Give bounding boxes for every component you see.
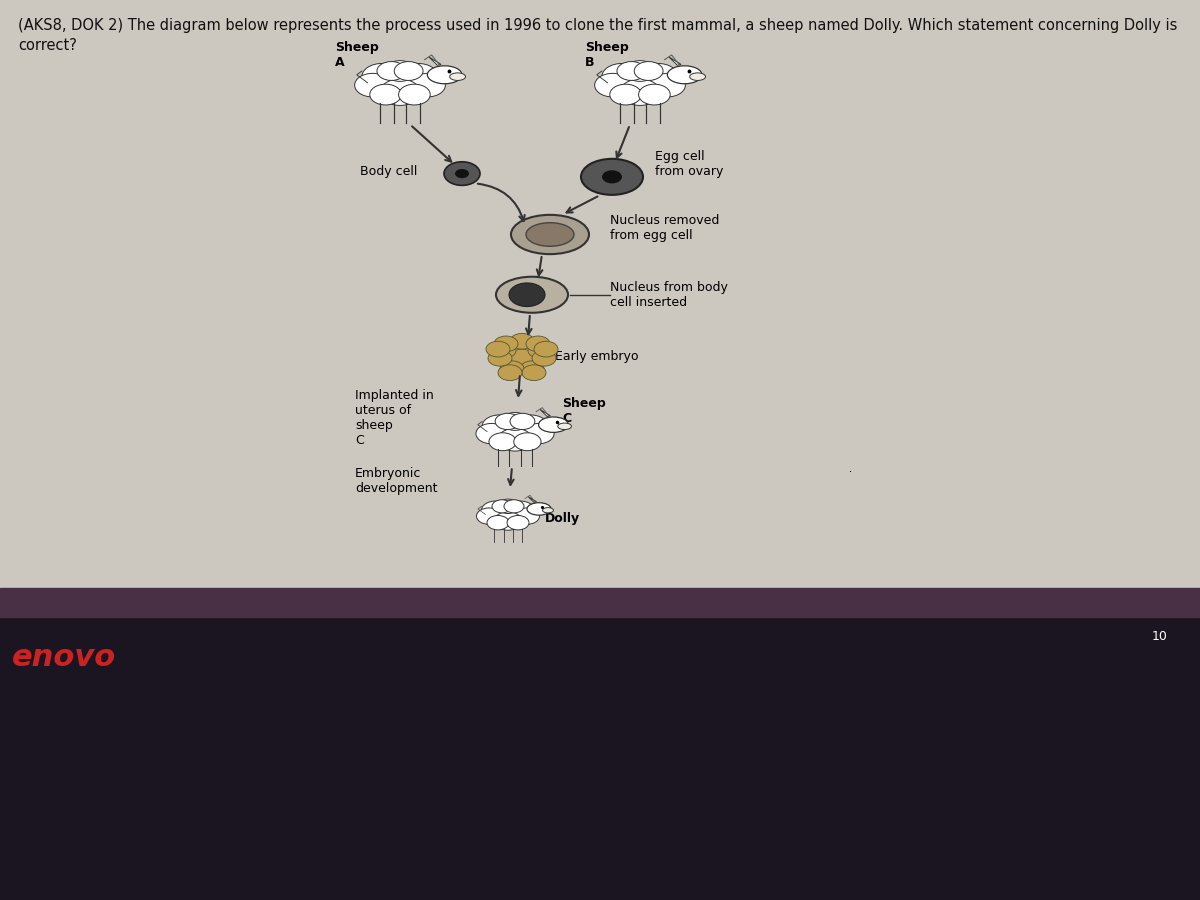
- Circle shape: [398, 64, 438, 90]
- Text: Early embryo: Early embryo: [554, 350, 638, 364]
- Circle shape: [602, 170, 622, 184]
- Circle shape: [362, 64, 402, 90]
- Circle shape: [509, 283, 545, 307]
- Circle shape: [522, 364, 546, 381]
- Circle shape: [494, 512, 522, 530]
- Ellipse shape: [539, 417, 569, 432]
- Circle shape: [398, 85, 431, 105]
- Circle shape: [506, 501, 534, 519]
- Polygon shape: [428, 57, 442, 66]
- Ellipse shape: [690, 73, 706, 80]
- Circle shape: [373, 68, 427, 104]
- Circle shape: [649, 74, 685, 97]
- Circle shape: [635, 61, 664, 80]
- Circle shape: [455, 169, 469, 178]
- Circle shape: [602, 64, 642, 90]
- Polygon shape: [540, 410, 551, 417]
- Circle shape: [515, 508, 540, 525]
- Ellipse shape: [527, 503, 551, 515]
- Circle shape: [476, 424, 506, 444]
- Circle shape: [490, 504, 527, 528]
- Circle shape: [620, 79, 660, 105]
- Ellipse shape: [526, 222, 574, 247]
- Circle shape: [409, 74, 445, 97]
- Circle shape: [498, 428, 533, 451]
- Circle shape: [510, 333, 534, 349]
- Circle shape: [638, 85, 671, 105]
- Ellipse shape: [581, 158, 643, 195]
- Text: Sign out: Sign out: [1079, 598, 1121, 607]
- Circle shape: [514, 415, 548, 437]
- Circle shape: [481, 501, 510, 519]
- Ellipse shape: [511, 215, 589, 254]
- Ellipse shape: [667, 66, 702, 84]
- Text: Sheep
C: Sheep C: [562, 397, 606, 426]
- Ellipse shape: [427, 66, 462, 84]
- Circle shape: [510, 349, 534, 364]
- Ellipse shape: [496, 276, 568, 313]
- Text: Body cell: Body cell: [360, 165, 418, 178]
- Circle shape: [500, 361, 524, 376]
- Circle shape: [488, 350, 512, 366]
- Circle shape: [444, 162, 480, 185]
- Circle shape: [528, 343, 552, 358]
- Circle shape: [532, 350, 556, 366]
- Circle shape: [534, 341, 558, 357]
- Text: Dolly: Dolly: [545, 512, 580, 526]
- FancyBboxPatch shape: [1052, 590, 1148, 614]
- Ellipse shape: [542, 508, 553, 513]
- Text: Nucleus from body
cell inserted: Nucleus from body cell inserted: [610, 281, 728, 309]
- Text: Sheep
A: Sheep A: [335, 40, 379, 68]
- Circle shape: [487, 516, 509, 530]
- Circle shape: [486, 341, 510, 357]
- Circle shape: [355, 74, 391, 97]
- Circle shape: [476, 508, 502, 525]
- Circle shape: [380, 79, 420, 105]
- Circle shape: [624, 60, 656, 81]
- Circle shape: [498, 364, 522, 381]
- Circle shape: [510, 413, 535, 429]
- Text: correct?: correct?: [18, 38, 77, 53]
- Circle shape: [508, 516, 529, 530]
- Text: 10: 10: [1152, 630, 1168, 643]
- Polygon shape: [528, 497, 536, 502]
- Circle shape: [514, 433, 541, 451]
- Circle shape: [502, 412, 529, 430]
- Text: Nucleus removed
from egg cell: Nucleus removed from egg cell: [610, 214, 719, 242]
- Circle shape: [488, 433, 516, 451]
- Circle shape: [492, 500, 512, 513]
- Circle shape: [492, 343, 516, 358]
- Polygon shape: [668, 57, 682, 66]
- Circle shape: [395, 61, 424, 80]
- Circle shape: [617, 61, 646, 80]
- Text: enovo: enovo: [12, 643, 116, 671]
- Text: ▾ █ 1:3: ▾ █ 1:3: [1152, 598, 1183, 607]
- Text: Embryonic
development: Embryonic development: [355, 467, 438, 495]
- Circle shape: [492, 418, 539, 449]
- Circle shape: [610, 85, 642, 105]
- Circle shape: [494, 336, 518, 352]
- Circle shape: [384, 60, 416, 81]
- Circle shape: [496, 413, 520, 429]
- Ellipse shape: [450, 73, 466, 80]
- Circle shape: [638, 64, 678, 90]
- Ellipse shape: [558, 423, 571, 429]
- Circle shape: [482, 415, 517, 437]
- Circle shape: [497, 500, 520, 514]
- Circle shape: [523, 424, 554, 444]
- Circle shape: [526, 336, 550, 352]
- Text: Sheep
B: Sheep B: [586, 40, 629, 68]
- Circle shape: [595, 74, 631, 97]
- Circle shape: [613, 68, 667, 104]
- Circle shape: [370, 85, 402, 105]
- Circle shape: [377, 61, 406, 80]
- Text: (AKS8, DOK 2) The diagram below represents the process used in 1996 to clone the: (AKS8, DOK 2) The diagram below represen…: [18, 18, 1177, 33]
- Circle shape: [504, 500, 524, 513]
- Circle shape: [520, 361, 544, 376]
- Text: Implanted in
uterus of
sheep
C: Implanted in uterus of sheep C: [355, 389, 433, 447]
- Text: Egg cell
from ovary: Egg cell from ovary: [655, 149, 724, 178]
